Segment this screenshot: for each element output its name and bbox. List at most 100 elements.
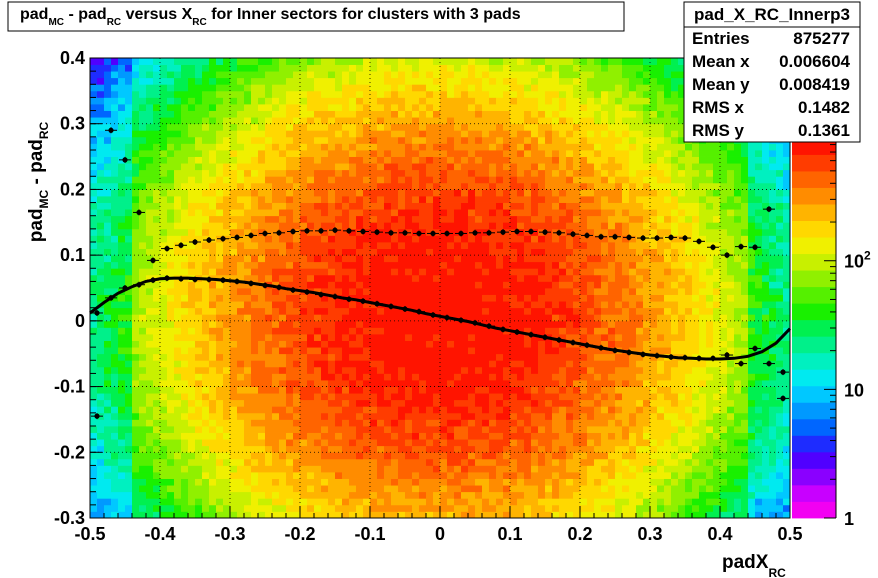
- heatmap-cell: [517, 380, 525, 387]
- heatmap-cell: [146, 222, 154, 230]
- heatmap-cell: [356, 209, 364, 217]
- heatmap-cell: [153, 189, 161, 197]
- heatmap-cell: [195, 156, 203, 164]
- heatmap-cell: [510, 399, 518, 407]
- heatmap-cell: [384, 445, 392, 453]
- heatmap-cell: [216, 64, 224, 72]
- heatmap-cell: [566, 110, 574, 118]
- heatmap-cell: [552, 386, 560, 394]
- heatmap-cell: [384, 412, 392, 420]
- heatmap-cell: [349, 406, 357, 414]
- heatmap-cell: [188, 97, 196, 105]
- heatmap-cell: [482, 334, 490, 341]
- heatmap-cell: [503, 156, 511, 164]
- heatmap-cell: [132, 380, 140, 387]
- heatmap-cell: [524, 366, 532, 374]
- heatmap-cell: [146, 274, 154, 282]
- heatmap-cell: [356, 90, 364, 98]
- heatmap-cell: [503, 373, 511, 381]
- heatmap-cell: [328, 242, 336, 249]
- heatmap-cell: [174, 248, 182, 256]
- heatmap-cell: [328, 274, 336, 282]
- heatmap-cell: [475, 90, 483, 98]
- heatmap-cell: [251, 445, 259, 453]
- heatmap-cell: [356, 71, 364, 79]
- heatmap-cell: [573, 268, 581, 276]
- heatmap-cell: [223, 136, 231, 144]
- heatmap-cell: [342, 347, 350, 355]
- heatmap-cell: [349, 458, 357, 466]
- heatmap-cell: [286, 458, 294, 466]
- heatmap-cell: [356, 314, 364, 322]
- heatmap-cell: [307, 117, 315, 125]
- heatmap-cell: [517, 77, 525, 85]
- heatmap-cell: [132, 301, 140, 309]
- heatmap-cell: [251, 320, 259, 328]
- heatmap-cell: [524, 360, 532, 368]
- heatmap-cell: [545, 458, 553, 466]
- heatmap-cell: [391, 380, 399, 387]
- heatmap-cell: [314, 445, 322, 453]
- heatmap-cell: [279, 202, 287, 210]
- heatmap-cell: [545, 248, 553, 256]
- heatmap-cell: [356, 84, 364, 92]
- heatmap-cell: [384, 209, 392, 217]
- heatmap-cell: [412, 478, 420, 486]
- heatmap-cell: [90, 222, 98, 230]
- heatmap-cell: [209, 472, 217, 479]
- heatmap-cell: [237, 84, 245, 92]
- heatmap-cell: [398, 439, 406, 447]
- heatmap-cell: [307, 347, 315, 355]
- heatmap-cell: [195, 472, 203, 479]
- heatmap-cell: [342, 274, 350, 282]
- heatmap-cell: [538, 268, 546, 276]
- heatmap-cell: [384, 163, 392, 171]
- heatmap-cell: [188, 491, 196, 499]
- heatmap-cell: [587, 366, 595, 374]
- heatmap-cell: [111, 84, 119, 92]
- heatmap-cell: [356, 248, 364, 256]
- heatmap-cell: [573, 426, 581, 433]
- heatmap-cell: [566, 491, 574, 499]
- heatmap-cell: [517, 64, 525, 72]
- heatmap-cell: [125, 334, 133, 341]
- heatmap-cell: [454, 268, 462, 276]
- heatmap-cell: [356, 215, 364, 223]
- heatmap-cell: [559, 222, 567, 230]
- heatmap-cell: [279, 491, 287, 499]
- heatmap-cell: [321, 288, 329, 295]
- heatmap-cell: [524, 334, 532, 341]
- heatmap-cell: [132, 504, 140, 512]
- heatmap-cell: [475, 169, 483, 177]
- heatmap-cell: [118, 445, 126, 453]
- heatmap-cell: [139, 288, 147, 295]
- heatmap-cell: [209, 281, 217, 289]
- heatmap-cell: [258, 182, 266, 190]
- heatmap-cell: [146, 491, 154, 499]
- heatmap-cell: [517, 314, 525, 322]
- heatmap-cell: [405, 90, 413, 98]
- heatmap-cell: [118, 320, 126, 328]
- heatmap-cell: [307, 189, 315, 197]
- heatmap-cell: [202, 117, 210, 125]
- heatmap-cell: [286, 64, 294, 72]
- heatmap-cell: [426, 301, 434, 309]
- heatmap-cell: [118, 130, 126, 138]
- heatmap-cell: [272, 294, 280, 302]
- heatmap-cell: [510, 136, 518, 144]
- heatmap-cell: [510, 150, 518, 157]
- heatmap-cell: [258, 334, 266, 341]
- heatmap-cell: [167, 386, 175, 394]
- heatmap-cell: [237, 353, 245, 361]
- heatmap-cell: [265, 426, 273, 433]
- heatmap-cell: [132, 104, 140, 111]
- heatmap-cell: [146, 228, 154, 236]
- heatmap-cell: [405, 117, 413, 125]
- heatmap-cell: [314, 511, 322, 519]
- heatmap-cell: [286, 439, 294, 447]
- heatmap-cell: [370, 393, 378, 401]
- heatmap-cell: [307, 366, 315, 374]
- heatmap-cell: [202, 169, 210, 177]
- heatmap-cell: [223, 90, 231, 98]
- heatmap-cell: [153, 222, 161, 230]
